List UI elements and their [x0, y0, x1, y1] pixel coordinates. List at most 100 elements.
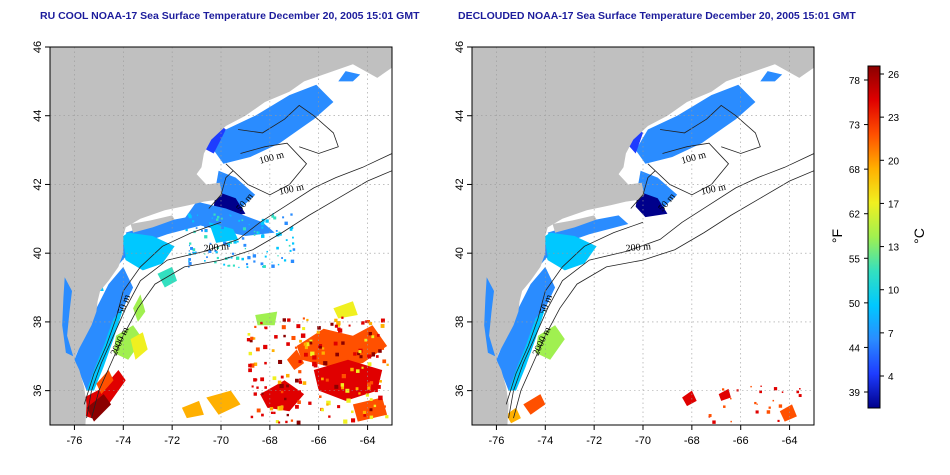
sst-patch [506, 407, 521, 424]
sst-speckle [281, 257, 283, 259]
sst-speckle [341, 341, 345, 345]
lat-tick-label: 36 [32, 385, 44, 397]
sst-speckle [290, 213, 293, 216]
temperature-colorbar: 78 73 68 62 55 50 44 39 26 23 20 17 13 10 7 4 °F °C [820, 60, 940, 420]
sst-speckle [264, 255, 267, 258]
sst-speckle [348, 324, 351, 327]
sst-speckle [248, 224, 250, 226]
sst-speckle [255, 347, 260, 352]
sst-patch [206, 390, 241, 415]
sst-speckle [309, 341, 313, 345]
long-island [130, 215, 175, 233]
sst-speckle [295, 378, 299, 383]
sst-speckle [233, 240, 237, 244]
sst-speckle [335, 352, 339, 357]
sst-speckle [280, 375, 284, 379]
sst-speckle [362, 410, 367, 415]
sst-speckle [334, 384, 339, 389]
sst-speckle [369, 381, 374, 385]
sst-speckle [227, 264, 230, 267]
sst-speckle [192, 248, 196, 251]
panel-title-declouded: DECLOUDED NOAA-17 Sea Surface Temperatur… [458, 10, 856, 22]
fahrenheit-tick-label: 39 [849, 388, 861, 399]
sst-speckle [235, 256, 240, 260]
sst-speckle [285, 373, 290, 378]
sst-speckle [302, 327, 306, 331]
sst-speckle [368, 321, 373, 326]
sst-speckle [216, 246, 219, 250]
fahrenheit-tick-label: 62 [849, 210, 861, 221]
celsius-tick-label: 26 [888, 70, 900, 81]
sst-speckle [271, 261, 273, 263]
sst-speckle [369, 408, 373, 412]
sst-speckle [756, 403, 758, 405]
sst-speckle [228, 264, 231, 267]
sst-speckle [319, 395, 322, 398]
sst-speckle [229, 214, 231, 216]
celsius-tick-label: 7 [888, 329, 894, 340]
sst-speckle [205, 229, 208, 232]
sst-speckle [362, 387, 367, 391]
sst-speckle [303, 342, 307, 346]
sst-patch [338, 71, 361, 82]
contour-label: 100 m [700, 182, 727, 198]
sst-speckle [284, 397, 287, 401]
sst-speckle [364, 370, 369, 376]
sst-patch [760, 71, 783, 82]
sst-speckle [368, 331, 372, 336]
sst-speckle [363, 414, 367, 417]
sst-speckle [188, 260, 190, 263]
lon-tick-label: -76 [66, 435, 82, 447]
bathymetry-contour [647, 142, 730, 196]
lat-tick-label: 38 [454, 316, 466, 328]
sst-speckle [254, 229, 258, 233]
sst-speckle [376, 334, 380, 337]
sst-speckle [302, 317, 305, 320]
sst-speckle [282, 216, 285, 219]
lon-tick-label: -70 [635, 435, 651, 447]
sst-speckle [330, 322, 334, 326]
sst-speckle [294, 346, 298, 349]
sst-speckle [277, 380, 282, 385]
map-panel-declouded: 100 m 100 m 50 m 200 m 50 m 2000 m -76 -74 -72 -7… [440, 41, 825, 465]
sst-speckle [253, 234, 256, 236]
sst-speckle [195, 227, 198, 229]
sst-speckle [712, 420, 716, 424]
sst-speckle [376, 385, 381, 389]
sst-speckle [249, 339, 253, 343]
sst-speckle [292, 236, 294, 239]
sst-speckle [289, 228, 293, 231]
bathymetry-contour [508, 153, 814, 419]
sst-speckle [290, 226, 294, 230]
sst-speckle [246, 266, 249, 269]
sst-speckle [256, 231, 260, 235]
lat-tick-label: 44 [32, 110, 44, 122]
sst-speckle [290, 259, 295, 264]
sst-speckle [292, 248, 296, 251]
sst-speckle [204, 224, 208, 228]
sst-speckle [760, 385, 762, 387]
sst-speckle [777, 419, 780, 422]
sst-speckle [272, 376, 277, 381]
sst-speckle [772, 399, 775, 402]
land-mass [472, 47, 814, 425]
sst-speckle [271, 349, 275, 353]
sst-speckle [375, 355, 379, 358]
sst-speckle [323, 361, 328, 366]
sst-speckle [278, 421, 281, 424]
sst-patch [213, 84, 334, 164]
sst-speckle [768, 406, 771, 409]
sst-speckle [188, 215, 192, 219]
sst-speckle [305, 342, 310, 347]
sst-speckle [721, 388, 725, 391]
sst-speckle [286, 384, 289, 388]
sst-speckle [238, 266, 240, 269]
sst-patch [540, 232, 597, 271]
sst-speckle [785, 407, 788, 410]
sst-speckle [243, 216, 246, 219]
sst-speckle [364, 338, 368, 342]
sst-patch [535, 325, 565, 360]
sst-speckle [316, 330, 320, 334]
